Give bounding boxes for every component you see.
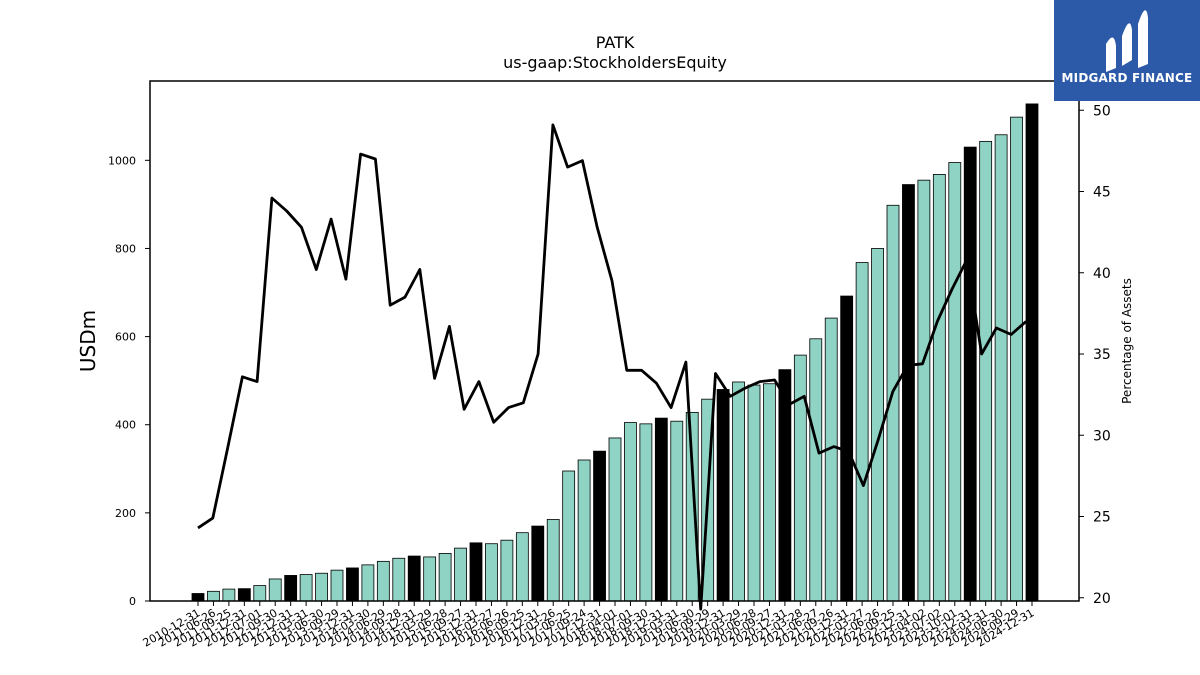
- bar: [361, 564, 375, 602]
- y-axis-left: 0 200 400 600 800 1000: [108, 154, 150, 608]
- bar: [654, 417, 668, 602]
- bar: [824, 317, 838, 602]
- y2-tick-label: 20: [1093, 591, 1111, 607]
- bar: [268, 578, 282, 602]
- bar: [531, 525, 545, 602]
- bar: [237, 588, 251, 602]
- bar: [979, 140, 993, 602]
- bar: [515, 532, 529, 602]
- bar: [284, 575, 298, 602]
- y-tick-label: 400: [115, 419, 136, 432]
- bar: [917, 179, 931, 602]
- bar: [639, 423, 653, 602]
- bar: [716, 389, 730, 602]
- bar: [346, 567, 359, 602]
- percentage-of-assets-line: [197, 123, 1027, 611]
- bar: [207, 590, 220, 602]
- y-tick-label: 0: [129, 595, 136, 608]
- y-tick-label: 800: [115, 242, 136, 255]
- bar: [763, 383, 776, 602]
- line-series: [197, 123, 1027, 611]
- bar: [793, 354, 807, 602]
- bar: [454, 547, 467, 602]
- bar: [685, 411, 699, 602]
- y2-tick-label: 40: [1093, 266, 1111, 282]
- bar: [562, 470, 576, 602]
- bar: [809, 338, 823, 602]
- y-axis-right: 20 25 30 35 40 45 50: [1079, 103, 1111, 607]
- bar: [315, 572, 328, 602]
- midgard-finance-logo: MIDGARD FINANCE: [1054, 0, 1200, 101]
- bar: [392, 557, 406, 602]
- bar: [608, 437, 622, 602]
- y-tick-label: 200: [115, 507, 136, 520]
- bar: [577, 459, 591, 602]
- bar: [593, 450, 606, 602]
- bar: [376, 560, 390, 602]
- chart-title: PATK: [596, 33, 635, 52]
- bar: [624, 422, 637, 602]
- bar: [330, 569, 344, 602]
- y-tick-label: 600: [115, 331, 136, 344]
- bar: [732, 381, 745, 602]
- y2-tick-label: 30: [1093, 428, 1111, 444]
- y2-tick-label: 25: [1093, 510, 1111, 526]
- bar: [299, 574, 313, 602]
- y2-tick-label: 50: [1093, 103, 1111, 119]
- y2-tick-label: 45: [1093, 185, 1111, 201]
- logo-text: MIDGARD FINANCE: [1061, 71, 1193, 85]
- bar: [902, 184, 915, 602]
- bar: [191, 593, 205, 602]
- bar: [222, 588, 236, 602]
- bar: [438, 553, 452, 602]
- bar: [253, 585, 267, 602]
- bar: [948, 162, 962, 602]
- logo-mark-icon: [1106, 10, 1148, 72]
- bar: [1010, 116, 1023, 602]
- y2-axis-label: Percentage of Assets: [1120, 278, 1134, 404]
- bar-series: [191, 103, 1039, 602]
- bar: [932, 174, 946, 602]
- bar: [500, 539, 514, 602]
- bar: [670, 420, 684, 602]
- y2-tick-label: 35: [1093, 347, 1111, 363]
- bar: [469, 542, 483, 602]
- bar: [546, 519, 560, 602]
- bar: [423, 556, 437, 602]
- chart-subtitle: us-gaap:StockholdersEquity: [503, 53, 727, 72]
- y-tick-label: 1000: [108, 154, 136, 167]
- bar: [747, 384, 761, 602]
- bar: [994, 134, 1008, 602]
- bar: [407, 555, 421, 602]
- y-axis-label: USDm: [76, 310, 100, 372]
- bar: [855, 262, 869, 602]
- bar: [485, 543, 498, 602]
- bar: [963, 146, 977, 602]
- bar: [1025, 103, 1039, 602]
- x-axis: 2010-12-312011-06-262011-09-252011-12-31…: [141, 601, 1037, 650]
